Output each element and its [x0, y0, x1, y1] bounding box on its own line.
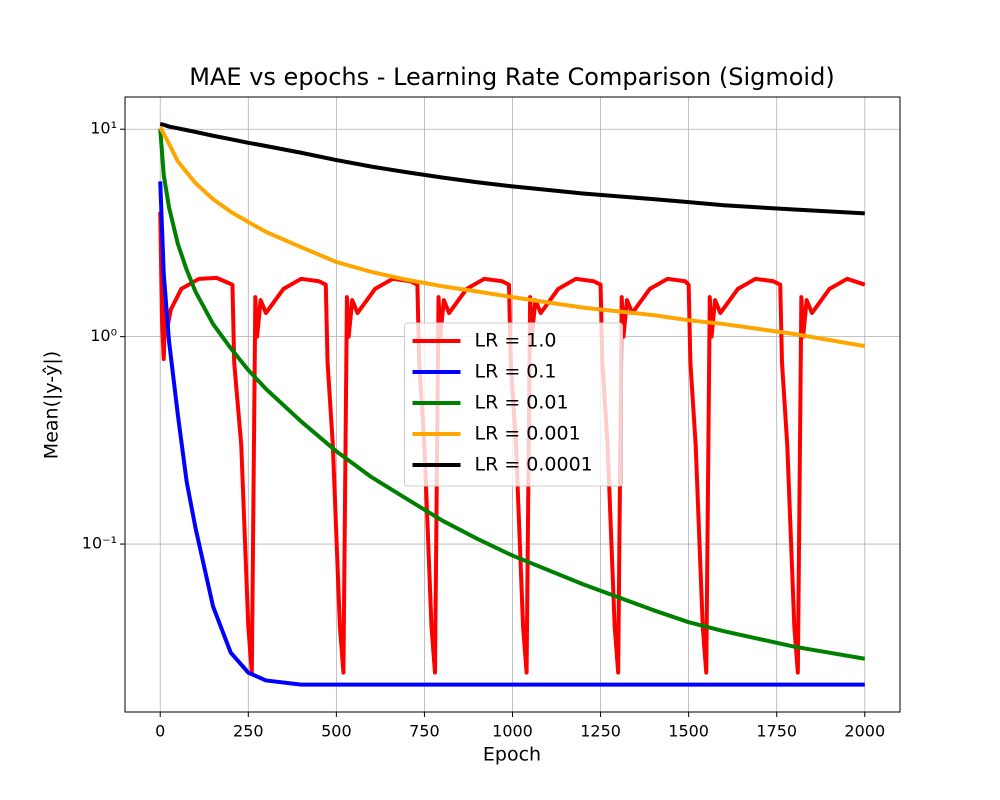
series-line [158, 181, 865, 687]
y-tick-label: 10¹ [90, 119, 117, 138]
legend-label: LR = 0.001 [475, 423, 581, 445]
legend-label: LR = 0.0001 [475, 454, 593, 476]
chart-title: MAE vs epochs - Learning Rate Comparison… [189, 63, 834, 91]
y-axis-label: Mean(|y-ŷ|) [41, 351, 63, 459]
legend-label: LR = 1.0 [475, 330, 557, 352]
x-tick-label: 1250 [580, 722, 621, 741]
x-tick-label: 1500 [668, 722, 709, 741]
x-tick-label: 0 [155, 722, 165, 741]
x-tick-label: 1000 [492, 722, 533, 741]
legend-label: LR = 0.01 [475, 392, 569, 414]
x-tick-label: 750 [409, 722, 440, 741]
plot-frame [124, 96, 901, 713]
series-line [158, 126, 866, 349]
series-line [159, 122, 865, 216]
series-line [158, 129, 866, 661]
x-tick-label: 250 [233, 722, 264, 741]
legend-label: LR = 0.1 [475, 361, 557, 383]
x-tick-label: 1750 [756, 722, 797, 741]
x-tick-label: 2000 [844, 722, 885, 741]
legend-box [404, 322, 623, 487]
y-tick-label: 10⁰ [90, 326, 117, 345]
x-tick-label: 500 [321, 722, 352, 741]
x-axis-label: Epoch [483, 744, 541, 766]
y-tick-label: 10⁻¹ [82, 534, 117, 553]
